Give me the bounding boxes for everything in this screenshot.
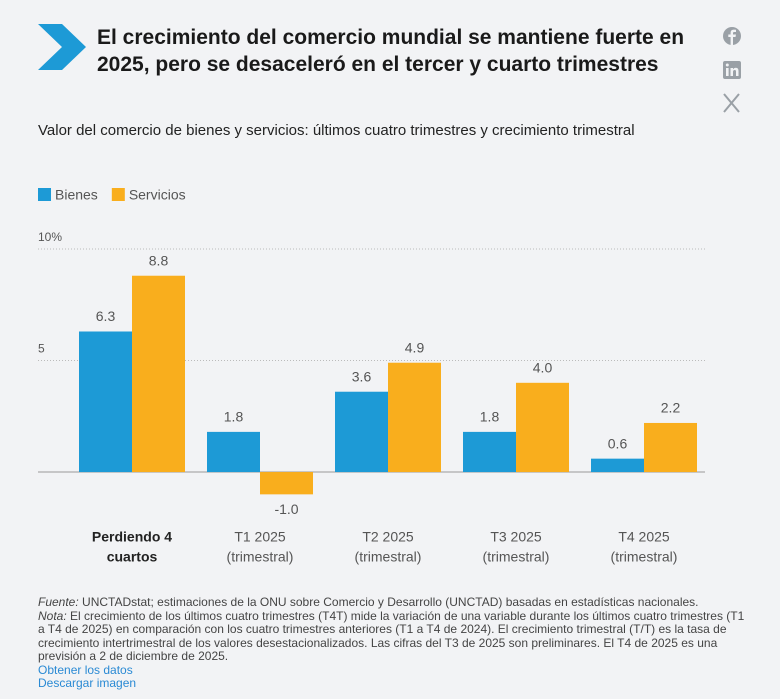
value-label: 1.8 — [480, 409, 500, 425]
x-tick-label: T1 2025 — [234, 529, 286, 545]
value-label: 4.9 — [405, 339, 425, 355]
value-label: -1.0 — [274, 501, 298, 517]
bar — [207, 431, 260, 473]
value-label: 1.8 — [224, 409, 244, 425]
bar — [644, 422, 697, 473]
x-tick-label: (trimestral) — [227, 549, 294, 565]
x-tick-label: cuartos — [107, 549, 158, 565]
bar — [388, 362, 441, 473]
y-tick-label: 10% — [38, 230, 62, 244]
note-text: El crecimiento de los últimos cuatro tri… — [38, 608, 745, 663]
value-label: 2.2 — [661, 400, 681, 416]
legend-label: Servicios — [129, 187, 186, 203]
value-label: 8.8 — [149, 252, 169, 268]
bar — [79, 331, 132, 473]
chart-title: El crecimiento del comercio mundial se m… — [97, 26, 685, 76]
x-tick-label: Perdiendo 4 — [92, 529, 172, 545]
chart: Bienes Servicios 5 10% Perdiendo 4 cuartos 6.3… — [38, 24, 705, 565]
x-tick-label: T4 2025 — [618, 529, 670, 545]
logo-chevron — [38, 24, 86, 70]
source-text: UNCTADstat; estimaciones de la ONU sobre… — [82, 595, 699, 609]
source: Fuente: UNCTADstat; estimaciones de la O… — [38, 595, 750, 610]
footnote: Fuente: UNCTADstat; estimaciones de la O… — [38, 595, 750, 691]
bar — [516, 382, 569, 473]
image-link[interactable]: Descargar imagen — [38, 676, 137, 690]
value-label: 6.3 — [96, 308, 116, 324]
value-label: 3.6 — [352, 368, 372, 384]
bar — [260, 472, 313, 495]
share-icon-set — [723, 27, 741, 113]
bar — [463, 431, 516, 473]
value-label: 0.6 — [608, 435, 628, 451]
facebook-icon[interactable] — [723, 27, 741, 45]
linkedin-icon[interactable] — [723, 61, 741, 79]
source-label: Fuente: — [38, 595, 79, 609]
x-tick-label: T3 2025 — [490, 529, 542, 545]
value-label: 4.0 — [533, 360, 553, 376]
legend-swatch — [111, 188, 125, 201]
bar — [335, 391, 388, 473]
bar — [132, 275, 185, 473]
x-icon[interactable] — [723, 93, 740, 113]
y-tick-label: 5 — [38, 342, 45, 356]
note-label: Nota: — [38, 608, 67, 623]
data-link[interactable]: Obtener los datos — [38, 662, 133, 677]
x-tick-label: (trimestral) — [355, 549, 422, 565]
bar — [591, 458, 644, 473]
note: Nota: El crecimiento de los últimos cuat… — [38, 608, 750, 664]
share-icons — [722, 26, 744, 121]
x-tick-label: (trimestral) — [483, 549, 550, 565]
x-tick-label: (trimestral) — [611, 549, 678, 565]
legend-swatch — [38, 188, 51, 201]
chart-subtitle: Valor del comercio de bienes y servicios… — [38, 122, 635, 139]
legend-label: Bienes — [55, 187, 98, 203]
x-tick-label: T2 2025 — [362, 529, 414, 545]
